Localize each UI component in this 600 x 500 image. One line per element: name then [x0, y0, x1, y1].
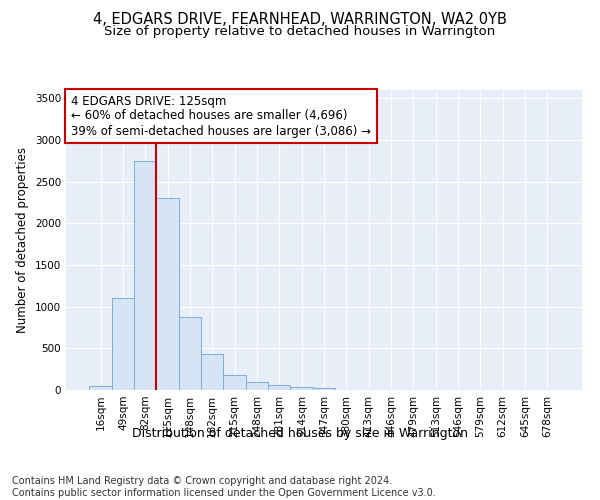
Bar — [223, 376, 246, 390]
Bar — [268, 384, 290, 390]
Bar — [201, 354, 223, 390]
Bar — [134, 161, 157, 390]
Text: Distribution of detached houses by size in Warrington: Distribution of detached houses by size … — [132, 428, 468, 440]
Bar — [179, 316, 201, 390]
Y-axis label: Number of detached properties: Number of detached properties — [16, 147, 29, 333]
Text: Contains HM Land Registry data © Crown copyright and database right 2024.
Contai: Contains HM Land Registry data © Crown c… — [12, 476, 436, 498]
Text: 4, EDGARS DRIVE, FEARNHEAD, WARRINGTON, WA2 0YB: 4, EDGARS DRIVE, FEARNHEAD, WARRINGTON, … — [93, 12, 507, 28]
Bar — [89, 386, 112, 390]
Bar — [313, 388, 335, 390]
Text: 4 EDGARS DRIVE: 125sqm
← 60% of detached houses are smaller (4,696)
39% of semi-: 4 EDGARS DRIVE: 125sqm ← 60% of detached… — [71, 94, 371, 138]
Bar — [246, 382, 268, 390]
Bar — [157, 198, 179, 390]
Text: Size of property relative to detached houses in Warrington: Size of property relative to detached ho… — [104, 25, 496, 38]
Bar — [290, 386, 313, 390]
Bar — [112, 298, 134, 390]
